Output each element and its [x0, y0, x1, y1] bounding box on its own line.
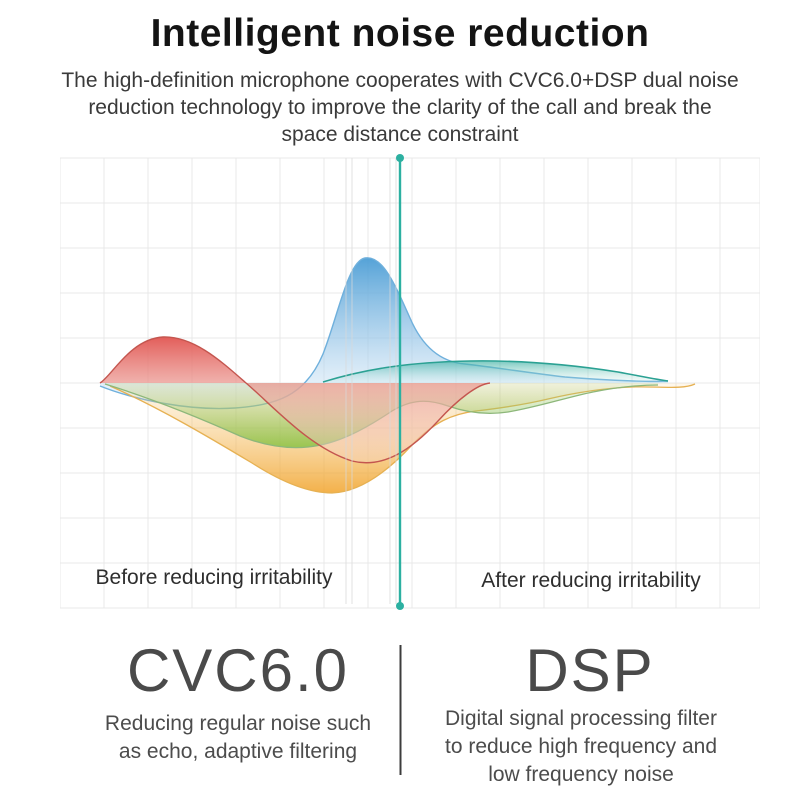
wave-red-line	[99, 336, 491, 464]
feature-dsp-desc-line: Digital signal processing filter	[445, 707, 717, 730]
divider-dot-bottom	[396, 602, 404, 610]
before-after-divider	[396, 154, 404, 610]
wave-red-fill	[100, 336, 490, 463]
noise-chart: Before reducing irritability After reduc…	[60, 150, 760, 616]
feature-cvc-desc-line: Reducing regular noise such	[104, 712, 372, 735]
subtitle-line: The high-definition microphone cooperate…	[61, 69, 739, 92]
feature-cvc-desc: Reducing regular noise such as echo, ada…	[105, 710, 371, 766]
grid-artifact-lines	[345, 158, 397, 604]
feature-cvc-title: CVC6.0	[126, 637, 350, 704]
divider-dot-top	[396, 154, 404, 162]
feature-dsp-desc: Digital signal processing filter to redu…	[445, 705, 717, 789]
wave-teal-line	[322, 360, 669, 383]
feature-cvc-desc-line: as echo, adaptive filtering	[118, 740, 358, 763]
wave-red	[99, 336, 491, 464]
wave-teal-fill	[323, 360, 668, 383]
wave-blue-fill	[100, 257, 668, 409]
feature-dsp-desc-line: low frequency noise	[488, 763, 674, 786]
after-label: After reducing irritability	[481, 569, 701, 592]
subtitle-line: space distance constraint	[281, 123, 519, 146]
wave-teal	[322, 360, 669, 383]
feature-dsp-title: DSP	[525, 637, 655, 704]
feature-dsp-desc-line: to reduce high frequency and	[444, 735, 718, 758]
noise-chart-svg	[60, 154, 760, 610]
page-title: Intelligent noise reduction	[150, 12, 650, 55]
before-label: Before reducing irritability	[95, 566, 333, 589]
page-subtitle: The high-definition microphone cooperate…	[0, 67, 800, 148]
subtitle-line: reduction technology to improve the clar…	[88, 96, 712, 119]
features-divider	[399, 645, 402, 775]
